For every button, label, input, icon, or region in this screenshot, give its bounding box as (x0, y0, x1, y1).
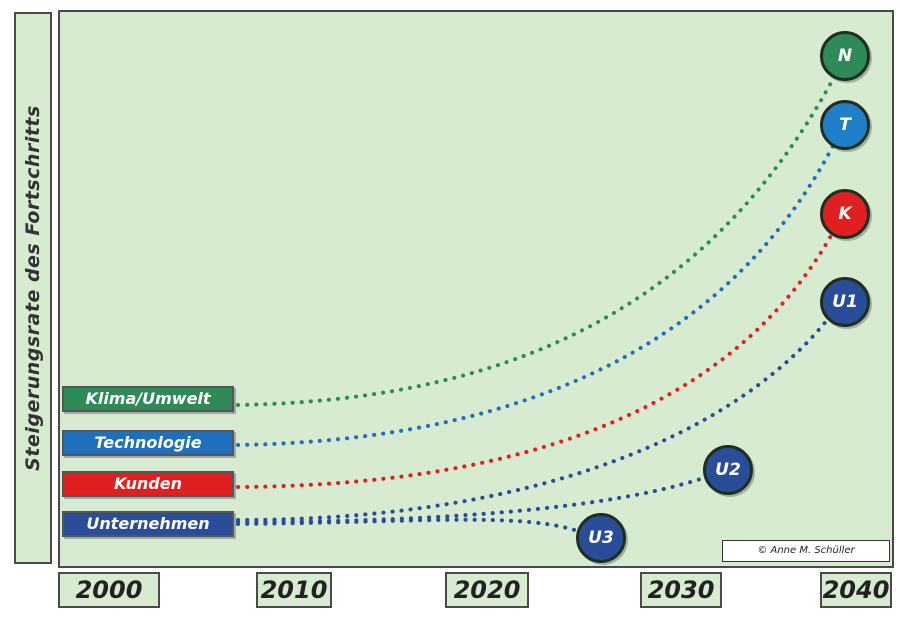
node-u1: U1 (820, 277, 870, 327)
category-label: Unternehmen (86, 514, 210, 533)
node-label: K (838, 204, 852, 224)
category-kunden: Kunden (62, 471, 234, 497)
trajectory-kunden (236, 213, 844, 489)
node-label: U1 (832, 292, 858, 312)
year-label-2000: 2000 (58, 572, 160, 608)
trajectory-unternehmen-u1 (236, 298, 844, 522)
node-n: N (820, 31, 870, 81)
node-label: T (839, 115, 851, 135)
trajectory-klima-umwelt (236, 60, 844, 407)
year-label-2010: 2010 (256, 572, 332, 608)
year-label-2040: 2040 (820, 572, 892, 608)
trajectory-technologie (236, 126, 844, 447)
node-u3: U3 (576, 513, 626, 563)
year-label-2020: 2020 (445, 572, 529, 608)
category-unternehmen: Unternehmen (62, 511, 234, 537)
node-label: U2 (715, 460, 741, 480)
node-label: N (837, 46, 853, 66)
node-label: U3 (588, 528, 614, 548)
copyright-credit: © Anne M. Schüller (722, 540, 890, 562)
category-klima-umwelt: Klima/Umwelt (62, 386, 234, 412)
trajectory-unternehmen-u2 (236, 470, 722, 524)
category-label: Kunden (114, 474, 182, 493)
category-label: Technologie (94, 433, 202, 452)
category-label: Klima/Umwelt (85, 389, 211, 408)
category-technologie: Technologie (62, 430, 234, 456)
node-k: K (820, 189, 870, 239)
node-t: T (820, 100, 870, 150)
node-u2: U2 (703, 445, 753, 495)
y-axis-label-box: Steigerungsrate des Fortschritts (14, 12, 52, 564)
trajectory-unternehmen-u3 (236, 517, 597, 540)
year-label-2030: 2030 (640, 572, 722, 608)
